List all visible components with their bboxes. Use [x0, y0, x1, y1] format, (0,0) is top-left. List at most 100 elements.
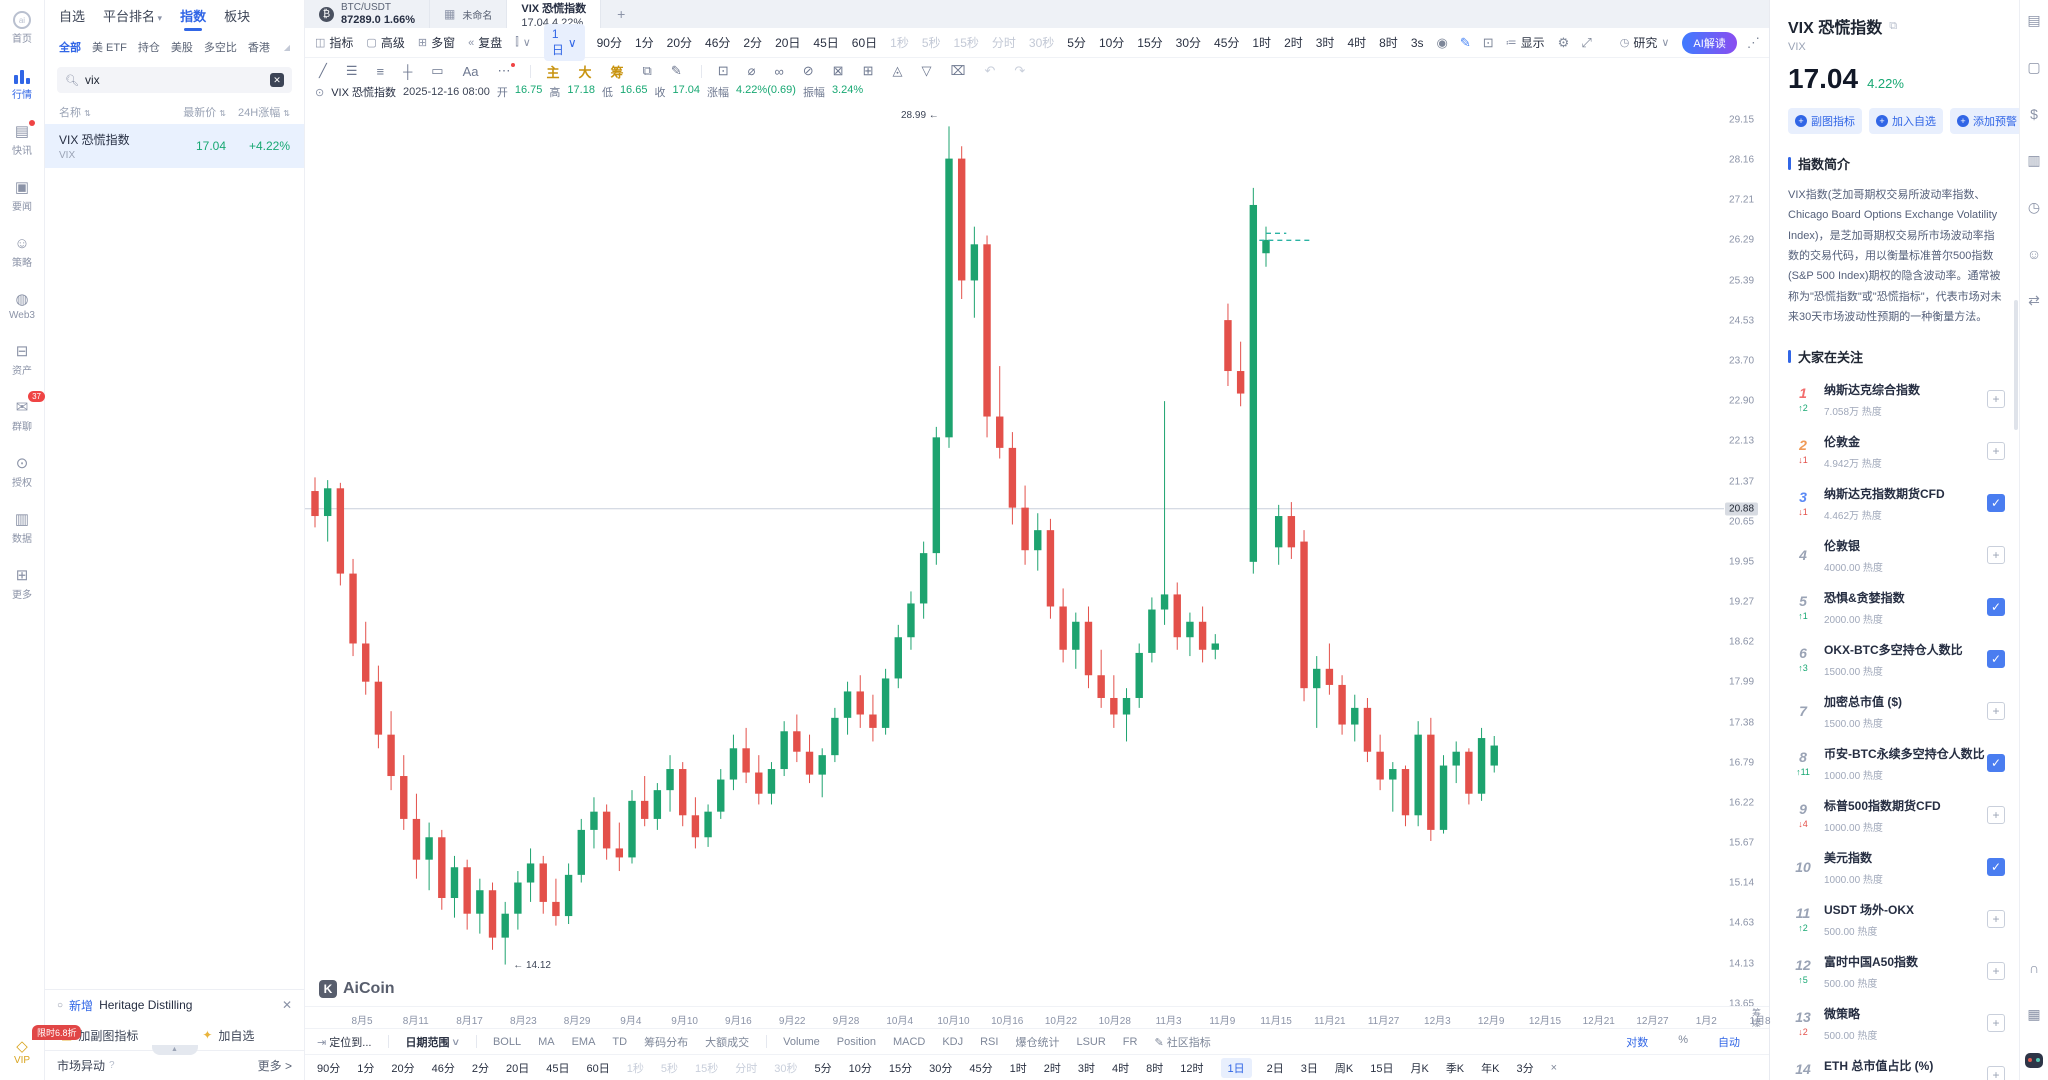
tf-1分[interactable]: 1分: [357, 1062, 375, 1075]
date-range-button[interactable]: 日期范围 ˅: [405, 1036, 459, 1049]
parallel-line-tool-icon[interactable]: ≡: [376, 63, 385, 79]
list-item[interactable]: 6 ↑3 OKX-BTC多空持仓人数比 1500.00 热度 ✓: [1788, 640, 2005, 678]
chart-tab-2[interactable]: ▦ 未命名: [430, 0, 508, 28]
tf-4时[interactable]: 4时: [1112, 1062, 1130, 1075]
indicator-MA[interactable]: MA: [538, 1035, 555, 1048]
list-item[interactable]: 13 ↓2 微策略 500.00 热度 +: [1788, 1004, 2005, 1042]
add-button[interactable]: +: [1987, 390, 2005, 409]
chips-toggle[interactable]: 筹: [610, 64, 624, 80]
tf-2时[interactable]: 2时: [1043, 1062, 1061, 1075]
tf-45分[interactable]: 45分: [969, 1062, 993, 1075]
indicator-FR[interactable]: FR: [1122, 1035, 1138, 1048]
indicator-Position[interactable]: Position: [836, 1035, 876, 1048]
sidebar-item-data[interactable]: ▥ 数据: [9, 510, 35, 545]
headset-icon[interactable]: ∩: [2028, 960, 2040, 976]
pencil-icon[interactable]: ✎: [1459, 34, 1471, 50]
tf-月K[interactable]: 月K: [1410, 1062, 1429, 1075]
indicator-大额成交[interactable]: 大额成交: [705, 1036, 750, 1049]
timeframe-20日[interactable]: 20日: [775, 36, 801, 50]
chart-tab-1[interactable]: ₿ BTC/USDT 87289.0 1.66%: [305, 0, 431, 28]
column-header-1[interactable]: 名称 ⇅: [59, 107, 91, 119]
filter-tool-icon[interactable]: ▽: [921, 63, 932, 78]
research-menu[interactable]: ◷ 研究 ∨: [1620, 34, 1670, 51]
timeframe-1时[interactable]: 1时: [1252, 36, 1272, 50]
tf-3时[interactable]: 3时: [1077, 1062, 1095, 1075]
market-more-link[interactable]: 更多 >: [257, 1059, 292, 1073]
add-button[interactable]: +: [1987, 1014, 2005, 1033]
sidebar-item-web3[interactable]: ◍ Web3: [9, 290, 35, 321]
tf-45日[interactable]: 45日: [546, 1062, 570, 1075]
list-item[interactable]: 14↑7ETH 总市值占比 (%)500.00 热度+: [1788, 1056, 2005, 1080]
tf-3日[interactable]: 3日: [1300, 1062, 1318, 1075]
indicator-MACD[interactable]: MACD: [892, 1035, 926, 1048]
list-item[interactable]: 4 伦敦银 4000.00 热度 +: [1788, 536, 2005, 574]
search-input[interactable]: [84, 73, 255, 87]
tf-2分[interactable]: 2分: [471, 1062, 489, 1075]
horizontal-line-tool-icon[interactable]: ☰: [345, 63, 358, 78]
list-item[interactable]: 8 ↑11 币安-BTC永续多空持仓人数比 1000.00 热度 ✓: [1788, 744, 2005, 782]
tab-指数[interactable]: 指数: [180, 1, 206, 33]
tf-15分[interactable]: 15分: [888, 1062, 913, 1075]
frame-icon[interactable]: ⊡: [1482, 34, 1494, 50]
add-button[interactable]: +: [1987, 442, 2005, 461]
indicator-TD[interactable]: TD: [612, 1035, 628, 1048]
timeframe-46分[interactable]: 46分: [705, 36, 731, 50]
sidebar-item-group-chat[interactable]: ✉ 37 群聊: [9, 391, 45, 433]
add-tab-button[interactable]: +: [617, 6, 626, 22]
tf-8时[interactable]: 8时: [1146, 1062, 1164, 1075]
tf-60日[interactable]: 60日: [586, 1062, 610, 1075]
display-toggle[interactable]: ≔ 显示: [1506, 34, 1545, 51]
dollar-icon[interactable]: $: [2030, 106, 2038, 122]
trash-tool-icon[interactable]: ⌧: [950, 63, 966, 78]
sidebar-item-assets[interactable]: ⊟ 资产: [9, 342, 35, 377]
timeframe-60日[interactable]: 60日: [851, 36, 878, 50]
list-item[interactable]: 9 ↓4 标普500指数期货CFD 1000.00 热度 +: [1788, 796, 2005, 834]
scale-%[interactable]: %: [1678, 1033, 1688, 1046]
note-tool-icon[interactable]: ⊞: [862, 63, 874, 78]
list-item[interactable]: 5 ↑1 恐惧&贪婪指数 2000.00 热度 ✓: [1788, 588, 2005, 626]
date-axis[interactable]: 8月5 8月11 8月17 8月23 8月29 9月4 9月10 9月16 9月22 9月28 10…: [305, 1006, 1771, 1028]
add-button[interactable]: +: [1987, 1066, 2005, 1080]
copy-icon[interactable]: ⧉: [1889, 19, 1898, 32]
interval-selector[interactable]: 1日 ∨: [543, 24, 585, 61]
list-item[interactable]: 11 ↑2 USDT 场外-OKX 500.00 热度 +: [1788, 900, 2005, 938]
sidebar-item-news-flash[interactable]: ▤ 快讯: [9, 120, 35, 157]
indicator-爆仓统计[interactable]: 爆仓统计: [1015, 1036, 1060, 1049]
timeframe-2分[interactable]: 2分: [743, 36, 763, 50]
ranking-icon[interactable]: ▤: [2027, 12, 2041, 28]
tab-板块[interactable]: 板块: [224, 9, 251, 24]
timeframe-90分[interactable]: 90分: [596, 36, 622, 50]
locate-button[interactable]: ⇥ 定位到...: [317, 1034, 371, 1050]
tf-5分[interactable]: 5分: [814, 1062, 832, 1075]
menu-高级[interactable]: ▢ 高级: [366, 34, 404, 51]
tf-15日[interactable]: 15日: [1370, 1062, 1394, 1075]
add-watch-button[interactable]: ✦ 加自选: [202, 1027, 254, 1044]
add-button[interactable]: +: [1987, 962, 2005, 981]
timeframe-5分[interactable]: 5分: [1067, 36, 1086, 50]
tf-周K[interactable]: 周K: [1334, 1062, 1354, 1075]
sidebar-item-markets[interactable]: 行情: [9, 66, 35, 101]
price-axis[interactable]: 29.15 28.16 27.21 26.29 25.39 24.53 23.70 22.90…: [1724, 100, 1769, 1010]
tab-自选[interactable]: 自选: [59, 9, 86, 24]
link-tool-icon[interactable]: ⊘: [802, 63, 814, 78]
gear-icon[interactable]: ⚙: [1557, 34, 1570, 50]
scale-对数[interactable]: 对数: [1626, 1036, 1649, 1049]
indicator-BOLL[interactable]: BOLL: [492, 1035, 522, 1048]
timeframe-15分[interactable]: 15分: [1137, 36, 1163, 50]
column-header-2[interactable]: 最新价 ⇅: [183, 107, 226, 119]
chart-canvas[interactable]: 28.99 ← ← 14.12 K AiCoin 29.15 28.16 27.21…: [305, 100, 1769, 1010]
tab-平台排名[interactable]: 平台排名 ▾: [103, 8, 163, 24]
tf-90分[interactable]: 90分: [317, 1062, 341, 1075]
tf-close-icon[interactable]: ×: [1550, 1061, 1558, 1074]
main-chart-toggle[interactable]: 主: [546, 64, 560, 80]
tf-12时[interactable]: 12时: [1180, 1062, 1204, 1075]
sidebar-item-more[interactable]: ⊞ 更多: [9, 566, 35, 601]
tf-20日[interactable]: 20日: [506, 1062, 530, 1075]
clear-search-icon[interactable]: ✕: [270, 73, 284, 87]
tag-tool-icon[interactable]: ◬: [892, 63, 903, 78]
swap-icon[interactable]: ⇄: [2028, 292, 2040, 308]
indicator-LSUR[interactable]: LSUR: [1076, 1035, 1106, 1048]
community-indicators-button[interactable]: ✎ 社区指标: [1154, 1034, 1210, 1050]
chart-style-selector[interactable]: ⫿ ∨: [515, 36, 531, 49]
magnet-tool-icon[interactable]: ∞: [774, 63, 784, 79]
